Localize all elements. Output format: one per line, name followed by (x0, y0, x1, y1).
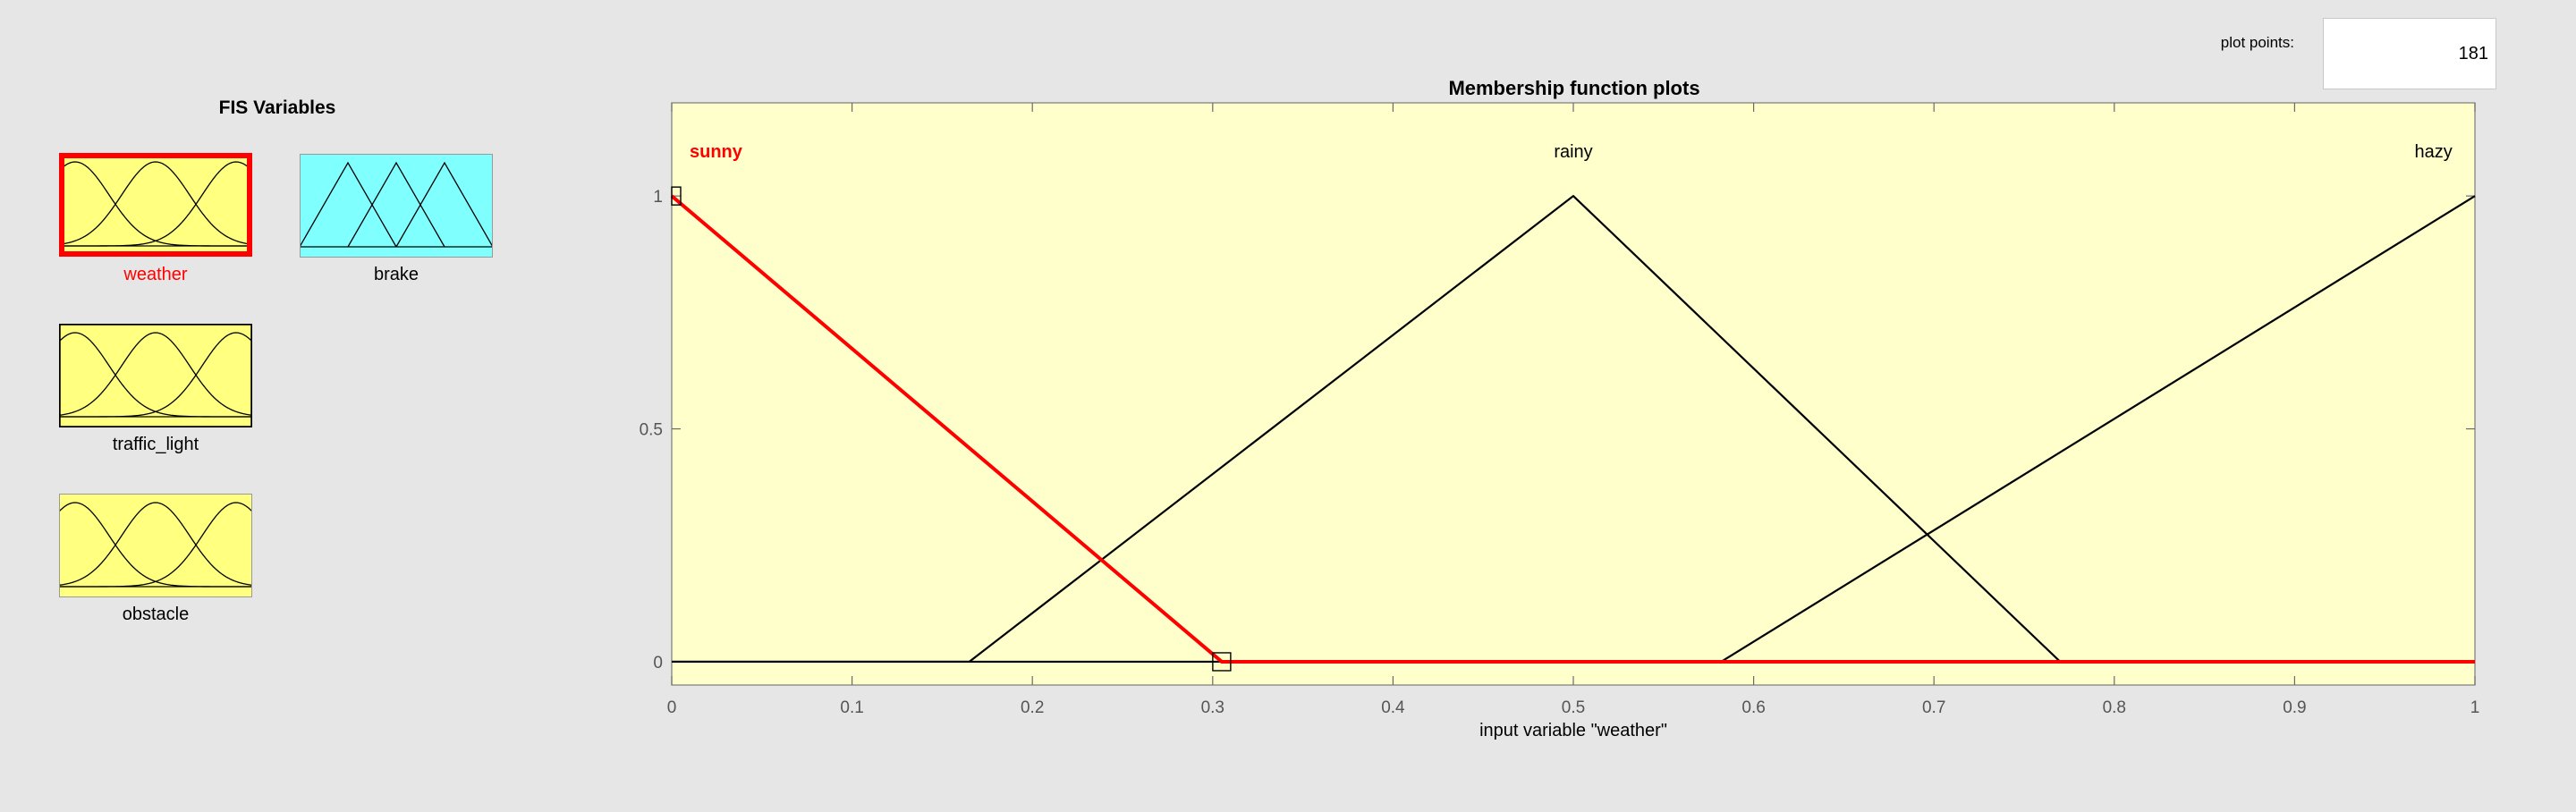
x-tick-label: 0.9 (2283, 698, 2306, 717)
mf-edit-handle[interactable] (1212, 652, 1232, 672)
y-tick-label: 0.5 (640, 421, 663, 440)
mf-thumbnail-icon (59, 324, 252, 427)
selection-border (59, 153, 252, 257)
variable-label-weather: weather (123, 265, 188, 284)
plot-points-input[interactable] (2323, 18, 2496, 89)
x-tick-label: 0.1 (840, 698, 863, 717)
x-tick-label: 0.7 (1922, 698, 1945, 717)
x-tick-label: 0 (667, 698, 677, 717)
mf-thumbnail-icon (300, 154, 493, 258)
x-tick-label: 1 (2470, 698, 2480, 717)
mf-label-sunny[interactable]: sunny (690, 142, 743, 162)
x-tick-label: 0.2 (1021, 698, 1044, 717)
plot-title: Membership function plots (1448, 77, 1700, 99)
tile-background (300, 154, 493, 258)
mf-label-rainy[interactable]: rainy (1554, 142, 1592, 162)
variable-label-traffic-light: traffic_light (112, 435, 199, 454)
fis-variables-title: FIS Variables (218, 97, 336, 118)
y-tick-label: 0 (653, 654, 663, 672)
x-tick-label: 0.4 (1381, 698, 1405, 717)
y-tick-label: 1 (653, 188, 663, 207)
plot-area (671, 102, 2476, 686)
mf-label-hazy[interactable]: hazy (2415, 142, 2453, 162)
x-tick-label: 0.3 (1201, 698, 1224, 717)
variable-label-brake: brake (373, 265, 419, 284)
x-axis-label: input variable "weather" (1479, 721, 1667, 740)
mf-thumbnail-icon (59, 494, 252, 597)
x-tick-label: 0.5 (1562, 698, 1585, 717)
plot-points-label: plot points: (2220, 34, 2294, 51)
variable-tile-obstacle[interactable] (59, 494, 252, 597)
variable-tile-traffic-light[interactable] (59, 324, 252, 427)
x-tick-label: 0.6 (1741, 698, 1765, 717)
variable-tile-weather[interactable] (59, 153, 252, 257)
mf-curve-sunny[interactable] (670, 194, 2475, 664)
mf-thumbnail-icon (59, 153, 252, 257)
variable-label-obstacle: obstacle (122, 605, 190, 624)
x-tick-label: 0.8 (2103, 698, 2126, 717)
mf-edit-handle[interactable] (671, 186, 682, 206)
variable-tile-brake[interactable] (300, 154, 493, 258)
